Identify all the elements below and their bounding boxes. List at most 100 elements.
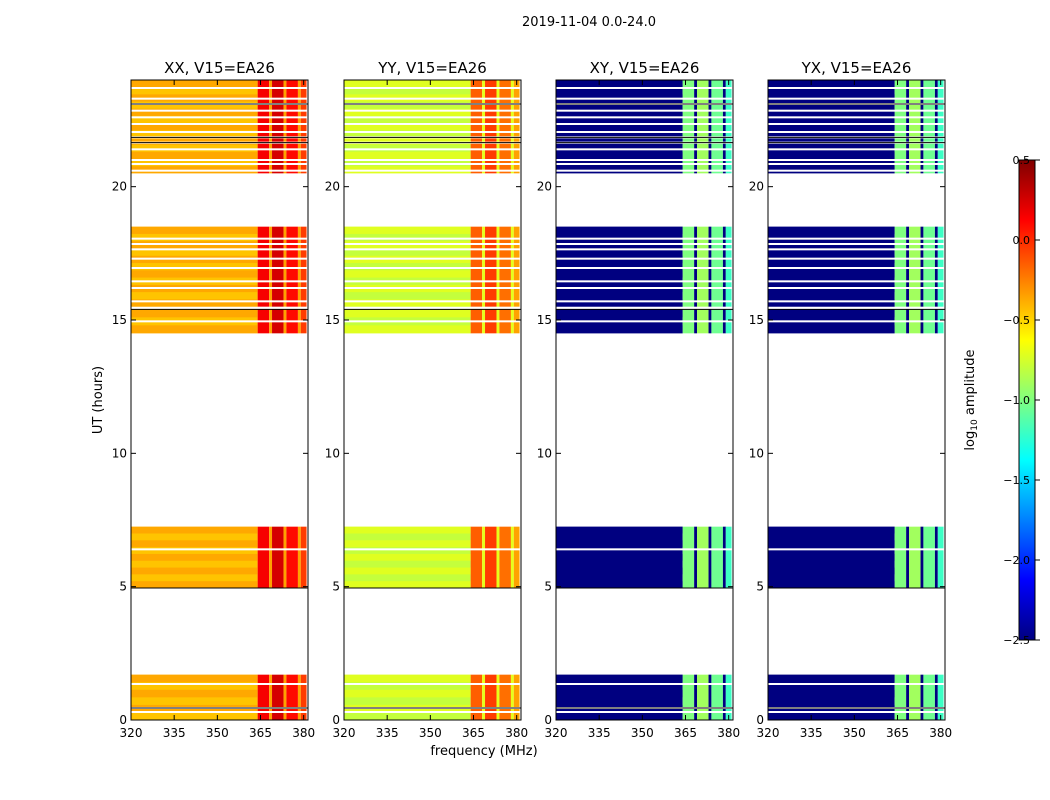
row-gap-line — [556, 300, 733, 303]
row-gap-line — [344, 243, 521, 245]
band-channel-gap — [934, 226, 938, 307]
row-gap-line — [768, 243, 945, 245]
panel-1: XX, V15=EA26 320 335 350 365 380 0 5 10 15 20 — [112, 59, 315, 740]
row-gap-line — [131, 267, 308, 269]
row-gap-line — [768, 87, 945, 89]
segment-row-stripe — [768, 299, 895, 307]
segment-row-stripe — [768, 151, 895, 159]
row-gap-line — [556, 169, 733, 172]
band-channel-gap — [708, 674, 712, 720]
segment-row-stripe — [556, 689, 683, 698]
band-channel-gap — [269, 80, 273, 174]
segment-row-stripe — [768, 309, 895, 318]
row-gap-line — [556, 87, 733, 89]
segment-row-stripe — [768, 137, 895, 145]
segment-row-stripe — [131, 137, 258, 145]
segment-row-stripe — [556, 108, 683, 116]
y-axis-label: UT (hours) — [91, 366, 106, 434]
segment-row-stripe — [344, 526, 471, 534]
band-channel-cell — [485, 80, 497, 174]
row-gap-line — [768, 148, 945, 151]
colorbar-tick-label: −1.5 — [1003, 474, 1030, 487]
row-gap-line — [768, 116, 945, 119]
row-gap-line — [768, 711, 945, 713]
row-gap-line — [344, 711, 521, 713]
segment-row-stripe — [556, 540, 683, 548]
x-tick-label: 350 — [631, 726, 654, 740]
x-tick-label: 335 — [163, 726, 186, 740]
band-channel-gap — [708, 80, 712, 174]
band-channel-cell — [470, 226, 483, 307]
segment-row-stripe — [768, 123, 895, 131]
band-channel-gap — [934, 80, 938, 174]
x-tick-label: 380 — [292, 726, 315, 740]
row-gap-line — [344, 287, 521, 289]
row-gap-line — [556, 248, 733, 251]
row-gap-line — [768, 287, 945, 289]
band-channel-cell — [697, 674, 709, 720]
row-gap-line — [131, 123, 308, 125]
panel-title: XX, V15=EA26 — [164, 59, 275, 77]
y-tick-label: 15 — [325, 313, 340, 327]
band-channel-cell — [923, 674, 935, 720]
segment-row-stripe — [131, 526, 258, 534]
row-gap-line — [768, 267, 945, 269]
panel-4: YX, V15=EA26 320 335 350 365 380 0 5 10 15 20 — [749, 59, 952, 740]
band-channel-cell — [257, 526, 270, 588]
row-gap-line — [131, 97, 308, 100]
panel-title: YX, V15=EA26 — [801, 59, 912, 77]
band-channel-gap — [934, 526, 938, 588]
segment-row-stripe — [131, 226, 258, 234]
row-gap-line — [556, 711, 733, 713]
band-channel-cell — [909, 526, 921, 588]
band-channel-gap — [482, 674, 486, 720]
band-channel-gap — [722, 526, 726, 588]
row-gap-line — [131, 131, 308, 133]
segment-row-stripe — [768, 674, 895, 683]
row-gap-line — [344, 159, 521, 161]
segment-base-cell — [556, 226, 683, 307]
y-tick-label: 15 — [112, 313, 127, 327]
band-channel-cell — [513, 526, 520, 588]
y-tick-label: 15 — [537, 313, 552, 327]
band-channel-gap — [269, 674, 273, 720]
x-tick-label: 380 — [929, 726, 952, 740]
row-gap-line — [344, 169, 521, 172]
segment-row-stripe — [131, 108, 258, 116]
row-gap-line — [131, 169, 308, 172]
band-channel-gap — [708, 226, 712, 307]
row-gap-line — [344, 123, 521, 125]
y-tick-label: 5 — [544, 580, 552, 594]
segment-row-stripe — [768, 540, 895, 548]
panel-heatmap — [556, 80, 733, 720]
band-channel-gap — [510, 674, 514, 720]
band-channel-cell — [485, 674, 497, 720]
row-gap-line — [768, 248, 945, 251]
segment-row-stripe — [344, 674, 471, 683]
band-channel-cell — [300, 674, 307, 720]
segment-row-stripe — [344, 80, 471, 88]
row-gap-line — [556, 163, 733, 165]
segment-row-stripe — [768, 108, 895, 116]
band-channel-cell — [923, 226, 935, 307]
panel-frame — [767, 79, 946, 721]
row-gap-line — [344, 683, 521, 685]
colorbar-tick-label: −2.0 — [1003, 554, 1030, 567]
row-gap-line — [344, 300, 521, 303]
band-channel-gap — [496, 80, 500, 174]
band-channel-cell — [909, 674, 921, 720]
row-gap-line — [556, 267, 733, 269]
row-gap-line — [556, 131, 733, 133]
band-channel-cell — [272, 80, 284, 174]
colorbar-tick-label: 0.5 — [1013, 154, 1031, 167]
segment-row-stripe — [131, 674, 258, 683]
panel-3: XY, V15=EA26 320 335 350 365 380 0 5 10 15 20 — [537, 59, 740, 740]
segment-row-stripe — [131, 581, 258, 588]
band-channel-cell — [682, 226, 695, 307]
colorbar-label-subscript: 10 — [970, 419, 980, 431]
segment-row-stripe — [556, 526, 683, 534]
row-gap-line — [556, 109, 733, 112]
band-channel-cell — [272, 674, 284, 720]
segment-row-stripe — [131, 151, 258, 159]
band-channel-gap — [510, 80, 514, 174]
